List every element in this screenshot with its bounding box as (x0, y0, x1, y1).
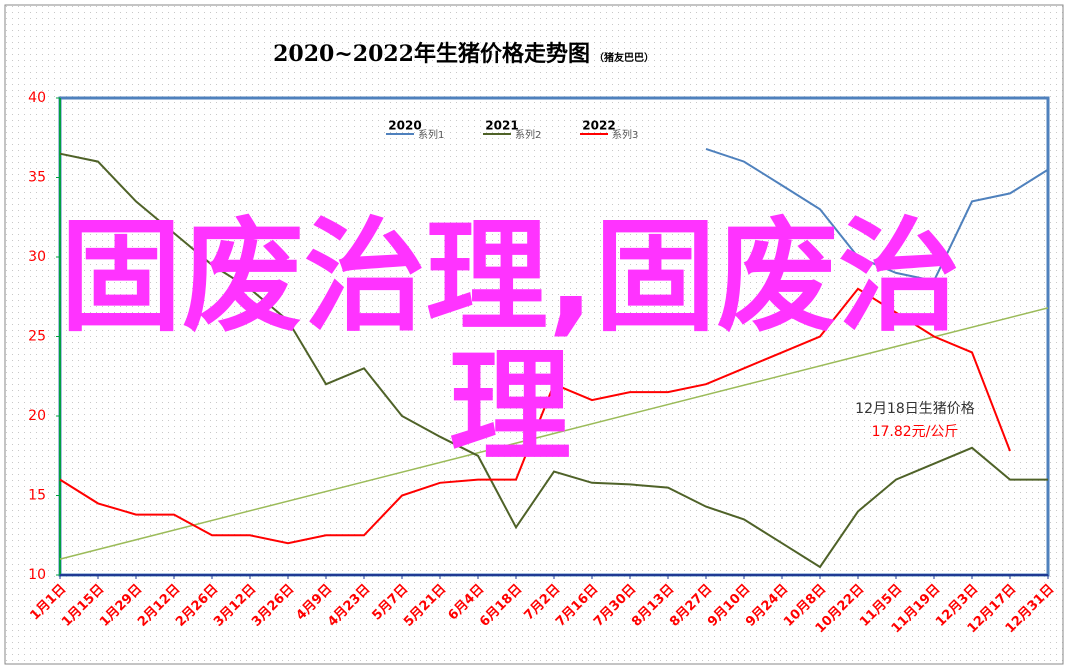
legend-year: 2021 (485, 119, 518, 133)
chart-frame (4, 4, 1064, 665)
legend-label: 系列1 (418, 128, 444, 141)
y-tick-label: 35 (28, 170, 46, 186)
y-tick-label: 40 (28, 90, 46, 106)
legend-label: 系列3 (612, 128, 638, 141)
annotation-value: 17.82元/公斤 (872, 424, 959, 440)
y-tick-label: 30 (28, 249, 46, 265)
chart-title: 2020~2022年生猪价格走势图 (273, 41, 590, 67)
legend-year: 2020 (388, 119, 421, 133)
legend-label: 系列2 (515, 128, 541, 141)
series-line (59, 287, 1011, 545)
y-tick-label: 20 (28, 408, 46, 424)
y-tick-label: 10 (28, 567, 46, 583)
chart-subtitle: （猪友巴巴） (594, 51, 654, 64)
annotation-title: 12月18日生猪价格 (855, 401, 975, 417)
series-line (705, 147, 1049, 282)
series-line (59, 152, 1048, 569)
legend-year: 2022 (582, 119, 615, 133)
y-tick-label: 15 (28, 488, 46, 504)
trendline (59, 307, 1049, 560)
overlay-text: 固废治理,固废治理 (59, 206, 961, 478)
y-tick-label: 25 (28, 329, 46, 345)
